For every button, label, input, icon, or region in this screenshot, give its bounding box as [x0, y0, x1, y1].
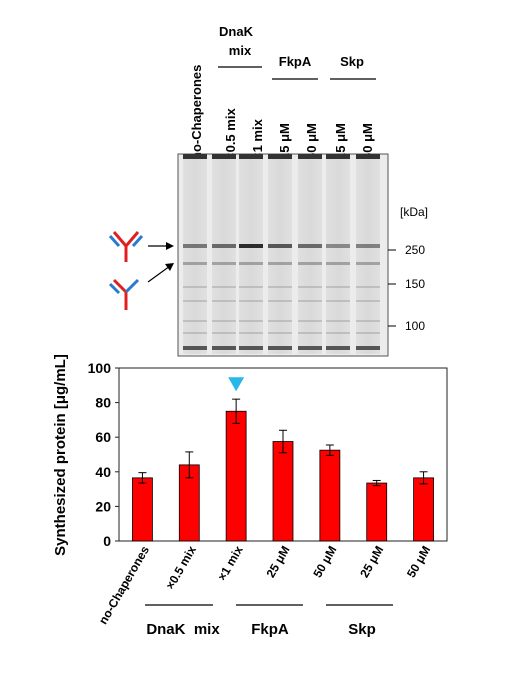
gel-group-label-fkpa: FkpA	[279, 54, 312, 69]
gel-lane-label: ×1 mix	[250, 118, 265, 160]
gel-well	[356, 154, 380, 159]
y-tick-label: 100	[88, 360, 112, 376]
gel-lane	[326, 154, 350, 354]
gel-band-bottom	[212, 346, 236, 350]
gel-lane-label: 25 μM	[333, 123, 348, 160]
gel-lane	[268, 154, 292, 354]
marker-label-250: 250	[405, 243, 425, 257]
bar	[225, 410, 247, 542]
bar	[413, 477, 434, 542]
gel-band-bottom	[183, 346, 207, 350]
gel-lane-labels: no-Chaperones ×0.5 mix ×1 mix 25 μM 50 μ…	[189, 24, 376, 160]
gel-well	[183, 154, 207, 159]
gel-lane-label: no-Chaperones	[189, 65, 204, 160]
arrow-icon	[147, 263, 174, 283]
gel-band-full-antibody	[212, 244, 236, 248]
gel-lane-label: ×0.5 mix	[223, 108, 238, 160]
gel-band-half-antibody	[356, 262, 380, 265]
x-tick-label: 25 μM	[357, 544, 386, 580]
gel-well	[212, 154, 236, 159]
y-tick-label: 60	[95, 429, 111, 445]
gel-well	[239, 154, 263, 159]
bar-chart: 0 20 40 60 80 100 no-Chaperones ×0.5 mix ×1 mix…	[52, 354, 448, 638]
gel-band-full-antibody	[356, 244, 380, 248]
arrow-icon	[148, 242, 174, 250]
gel-lane	[212, 154, 236, 354]
gel-lane-label: 50 μM	[304, 123, 319, 160]
error-bar	[325, 444, 334, 456]
gel-lane	[183, 154, 207, 354]
gel-band-half-antibody	[212, 262, 236, 265]
bar	[272, 441, 294, 542]
gel-lane	[239, 154, 263, 354]
error-bar	[279, 429, 287, 454]
x-tick-label: no-Chaperones	[96, 543, 152, 626]
y-tick-label: 40	[95, 464, 111, 480]
error-bar	[138, 472, 147, 484]
gel-band-bottom	[356, 346, 380, 350]
gel-lane-label: 25 μM	[277, 123, 292, 160]
bar	[132, 477, 153, 542]
x-tick-label: ×1 mix	[215, 543, 246, 583]
error-bar	[419, 471, 428, 485]
gel-band-half-antibody	[298, 262, 322, 265]
gel-group-label-skp: Skp	[340, 54, 364, 69]
bar	[366, 482, 388, 542]
gel-band-bottom	[298, 346, 322, 350]
x-tick-label: 25 μM	[263, 544, 292, 580]
gel-band-half-antibody	[268, 262, 292, 265]
y-tick-label: 0	[103, 533, 111, 549]
gel-well	[326, 154, 350, 159]
gel-lane	[298, 154, 322, 354]
gel-band-full-antibody	[183, 244, 207, 248]
x-tick-label: 50 μM	[310, 544, 339, 580]
gel-group-label-dnak-line2: mix	[229, 43, 252, 58]
y-tick-label: 80	[95, 395, 111, 411]
group-label-dnak: DnaK mix	[146, 621, 220, 638]
half-antibody-icon	[108, 278, 140, 310]
gel-well	[268, 154, 292, 159]
highlight-marker-icon	[228, 377, 245, 392]
gel-group-label-dnak-line1: DnaK	[219, 24, 254, 39]
error-bar	[372, 479, 381, 487]
group-label-skp: Skp	[348, 621, 376, 638]
gel-band-full-antibody	[326, 244, 350, 248]
bar	[319, 449, 341, 542]
gel-image	[177, 153, 389, 357]
error-bar	[232, 398, 241, 424]
gel-band-half-antibody	[239, 262, 263, 265]
kda-unit-label: [kDa]	[400, 205, 428, 219]
gel-band-half-antibody	[326, 262, 350, 265]
group-label-fkpa: FkpA	[251, 621, 289, 638]
x-tick-label: ×0.5 mix	[163, 543, 199, 592]
marker-label-100: 100	[405, 319, 425, 333]
y-tick-label: 20	[95, 498, 111, 514]
gel-band-full-antibody	[239, 244, 263, 248]
gel-band-full-antibody	[298, 244, 322, 248]
gel-band-bottom	[326, 346, 350, 350]
gel-band-half-antibody	[183, 262, 207, 265]
gel-band-bottom	[268, 346, 292, 350]
gel-well	[298, 154, 322, 159]
full-antibody-icon	[108, 231, 144, 262]
x-tick-label: 50 μM	[404, 544, 433, 580]
gel-band-bottom	[239, 346, 263, 350]
gel-lane	[356, 154, 380, 354]
gel-band-full-antibody	[268, 244, 292, 248]
marker-label-150: 150	[405, 277, 425, 291]
gel-lane-label: 50 μM	[360, 123, 375, 160]
error-bar	[185, 451, 194, 479]
y-axis-label: Synthesized protein [μg/mL]	[52, 354, 69, 556]
